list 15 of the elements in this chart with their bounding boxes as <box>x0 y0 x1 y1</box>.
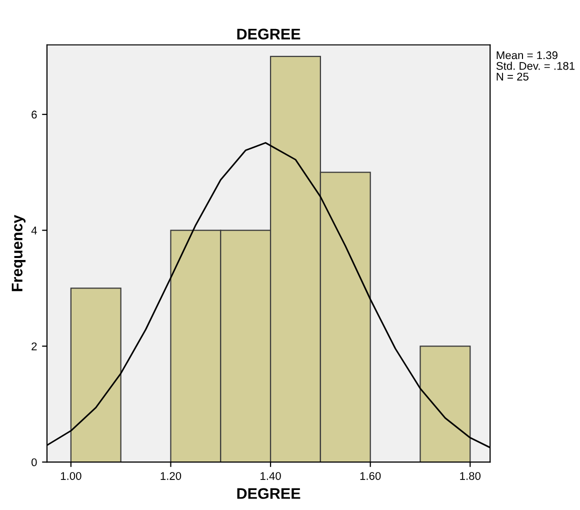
x-tick-label: 1.00 <box>60 472 82 480</box>
text: N = 25 <box>496 72 528 81</box>
x-axis-title: DEGREE <box>237 488 300 499</box>
chart-title: DEGREE <box>237 28 300 40</box>
y-tick-label: 4 <box>31 226 37 234</box>
x-tick-label: 1.20 <box>160 472 182 480</box>
text: Mean = 1.39 <box>496 51 558 60</box>
x-tick-label: 1.60 <box>360 472 381 480</box>
y-tick-label: 2 <box>32 342 37 350</box>
y-tick-label: 0 <box>32 458 37 466</box>
y-tick-label: 6 <box>32 110 37 119</box>
x-tick-label: 1.80 <box>460 472 481 480</box>
y-axis-title: Frequency <box>12 214 26 292</box>
text: Std. Dev. = .181 <box>496 62 575 70</box>
x-tick-label: 1.40 <box>260 472 281 480</box>
